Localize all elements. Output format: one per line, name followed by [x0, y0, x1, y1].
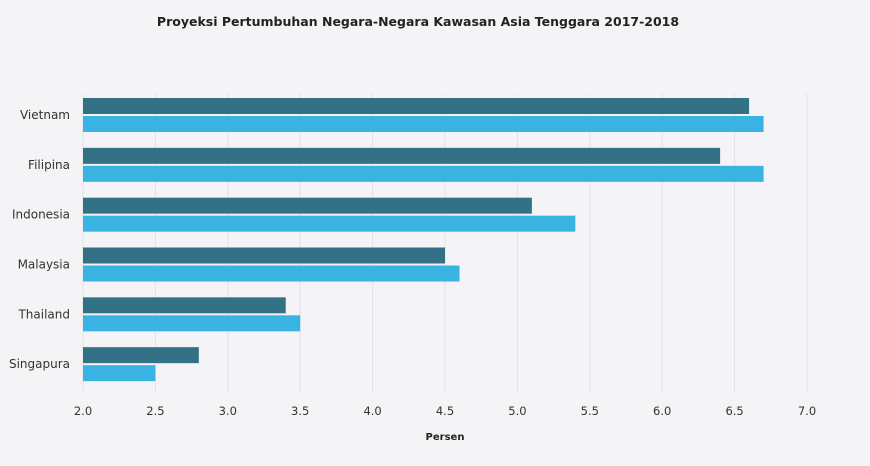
- category-label-indonesia: Indonesia: [12, 208, 70, 222]
- bar-singapura-series-1: [83, 347, 199, 364]
- bar-vietnam-series-2: [83, 116, 764, 132]
- bar-singapura-series-2: [83, 365, 156, 382]
- x-tick-6-5: 6.5: [725, 404, 743, 418]
- x-tick-6-0: 6.0: [653, 404, 671, 418]
- bar-malaysia-series-1: [83, 247, 445, 264]
- bar-vietnam-series-1: [83, 98, 750, 114]
- category-label-malaysia: Malaysia: [18, 258, 70, 272]
- chart-title: Proyeksi Pertumbuhan Negara-Negara Kawas…: [156, 14, 680, 29]
- x-tick-3-5: 3.5: [291, 404, 309, 418]
- x-axis-title: Persen: [426, 432, 465, 443]
- category-label-singapura: Singapura: [9, 357, 70, 371]
- gridlines: [82, 94, 808, 393]
- bar-indonesia-series-1: [83, 197, 532, 214]
- bar-indonesia-series-2: [83, 215, 576, 232]
- bar-filipina-series-1: [83, 147, 721, 164]
- bar-malaysia-series-2: [83, 265, 460, 282]
- x-tick-2-5: 2.5: [146, 404, 164, 418]
- bar-thailand-series-2: [83, 315, 301, 332]
- category-labels: Vietnam Filipina Indonesia Malaysia Thailand…: [9, 108, 70, 371]
- x-tick-labels: 2.0 2.5 3.0 3.5 4.0 4.5 5.0 5.5 6.0 6.5 7.0: [74, 404, 816, 418]
- x-tick-5-5: 5.5: [581, 404, 599, 418]
- bar-thailand-series-1: [83, 297, 286, 314]
- x-tick-2-0: 2.0: [74, 404, 92, 418]
- category-label-thailand: Thailand: [17, 307, 70, 321]
- category-label-vietnam: Vietnam: [20, 108, 70, 122]
- bars: [83, 98, 764, 382]
- x-tick-5-0: 5.0: [508, 404, 526, 418]
- x-tick-4-5: 4.5: [436, 404, 454, 418]
- x-tick-4-0: 4.0: [363, 404, 381, 418]
- x-tick-3-0: 3.0: [219, 404, 237, 418]
- category-label-filipina: Filipina: [28, 158, 70, 172]
- bar-filipina-series-2: [83, 165, 764, 182]
- x-tick-7-0: 7.0: [798, 404, 816, 418]
